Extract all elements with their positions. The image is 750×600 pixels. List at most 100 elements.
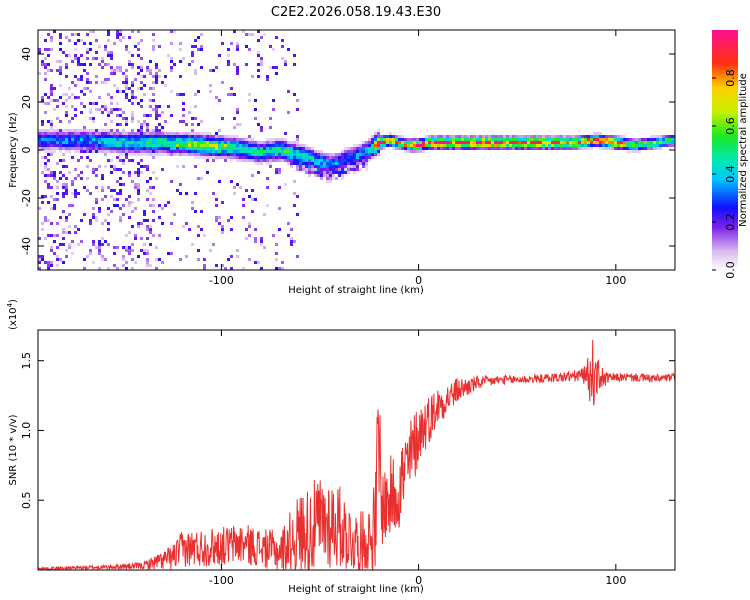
spectrogram-cell — [122, 255, 125, 258]
spectrogram-cell — [392, 135, 395, 138]
spectrogram-cell — [671, 141, 674, 144]
snr-y-tick-label: 0.5 — [20, 491, 33, 509]
spectrogram-cell — [56, 255, 59, 258]
spectrogram-cell — [47, 138, 50, 141]
spectrogram-cell — [281, 45, 284, 48]
spectrogram-cell — [122, 246, 125, 249]
spectrogram-cell — [296, 135, 299, 138]
spectrogram-cell — [629, 144, 632, 147]
spectrogram-cell — [236, 72, 239, 75]
spectrogram-cell — [272, 138, 275, 141]
spectrogram-cell — [377, 138, 380, 141]
spectrogram-cell — [83, 213, 86, 216]
spectrogram-cell — [269, 126, 272, 129]
spectrogram-cell — [140, 159, 143, 162]
spectrogram-cell — [566, 147, 569, 150]
spectrogram-cell — [434, 138, 437, 141]
spectrogram-cell — [251, 159, 254, 162]
spectrogram-cell — [320, 156, 323, 159]
spectrogram-cell — [86, 48, 89, 51]
spectrogram-cell — [146, 249, 149, 252]
spectrogram-cell — [182, 57, 185, 60]
spectrogram-cell — [164, 204, 167, 207]
spectrogram-cell — [314, 159, 317, 162]
spectrogram-cell — [263, 156, 266, 159]
spectrogram-cell — [542, 144, 545, 147]
spectrogram-cell — [176, 144, 179, 147]
spectrogram-cell — [47, 186, 50, 189]
spectrogram-cell — [272, 144, 275, 147]
spectrogram-cell — [575, 135, 578, 138]
spectrogram-cell — [293, 54, 296, 57]
spectrogram-cell — [341, 171, 344, 174]
spectrogram-cell — [338, 171, 341, 174]
spectrogram-cell — [50, 120, 53, 123]
spectrogram-cell — [614, 141, 617, 144]
spectrogram-cell — [551, 135, 554, 138]
spectrogram-cell — [257, 147, 260, 150]
spectrogram-cell — [47, 135, 50, 138]
spectrogram-cell — [137, 120, 140, 123]
spectrogram-cell — [140, 69, 143, 72]
spectrogram-cell — [548, 138, 551, 141]
spectrogram-cell — [650, 144, 653, 147]
spectrogram-cell — [332, 165, 335, 168]
spectrogram-cell — [59, 72, 62, 75]
spectrogram-cell — [233, 138, 236, 141]
spectrogram-cell — [239, 153, 242, 156]
spectrogram-cell — [455, 147, 458, 150]
spectrogram-cell — [128, 138, 131, 141]
spectrogram-cell — [632, 144, 635, 147]
spectrogram-cell — [338, 174, 341, 177]
spectrogram-cell — [449, 135, 452, 138]
spectrogram-cell — [362, 162, 365, 165]
spectrogram-cell — [74, 177, 77, 180]
spectrogram-cell — [413, 138, 416, 141]
spectrogram-cell — [119, 183, 122, 186]
spectrogram-cell — [134, 207, 137, 210]
spectrogram-cell — [338, 162, 341, 165]
spectrogram-cell — [254, 150, 257, 153]
spectrogram-cell — [215, 138, 218, 141]
spectrogram-cell — [275, 171, 278, 174]
spectrogram-cell — [167, 135, 170, 138]
spectrogram-cell — [62, 51, 65, 54]
spectrogram-cell — [65, 219, 68, 222]
spectrogram-cell — [44, 168, 47, 171]
spectrogram-cell — [608, 147, 611, 150]
spectrogram-cell — [431, 147, 434, 150]
spectrogram-cell — [107, 63, 110, 66]
spectrogram-cell — [368, 156, 371, 159]
spectrogram-cell — [224, 150, 227, 153]
spectrogram-cell — [581, 144, 584, 147]
spectrogram-cell — [467, 141, 470, 144]
spectrogram-cell — [161, 207, 164, 210]
spectrogram-cell — [269, 165, 272, 168]
spectrogram-cell — [140, 141, 143, 144]
spectrogram-cell — [500, 135, 503, 138]
spectrogram-cell — [197, 234, 200, 237]
spectrogram-cell — [65, 99, 68, 102]
spectrogram-cell — [665, 138, 668, 141]
spectrogram-cell — [287, 147, 290, 150]
spectrogram-cell — [497, 147, 500, 150]
spectrogram-cell — [95, 198, 98, 201]
spectrogram-cell — [530, 141, 533, 144]
spectrogram-cell — [86, 177, 89, 180]
spectrogram-cell — [89, 111, 92, 114]
spectrogram-cell — [194, 150, 197, 153]
spectrogram-cell — [473, 141, 476, 144]
spectrogram-cell — [107, 159, 110, 162]
spectrogram-cell — [200, 177, 203, 180]
spectrogram-cell — [134, 183, 137, 186]
spectrogram-cell — [320, 177, 323, 180]
spectrogram-cell — [41, 258, 44, 261]
spectrogram-cell — [437, 138, 440, 141]
spectrogram-cell — [548, 141, 551, 144]
spectrogram-cell — [566, 141, 569, 144]
spectrogram-cell — [296, 213, 299, 216]
spectrogram-cell — [212, 69, 215, 72]
spectrogram-cell — [476, 138, 479, 141]
spectrogram-cell — [236, 45, 239, 48]
spectrogram-cell — [137, 186, 140, 189]
